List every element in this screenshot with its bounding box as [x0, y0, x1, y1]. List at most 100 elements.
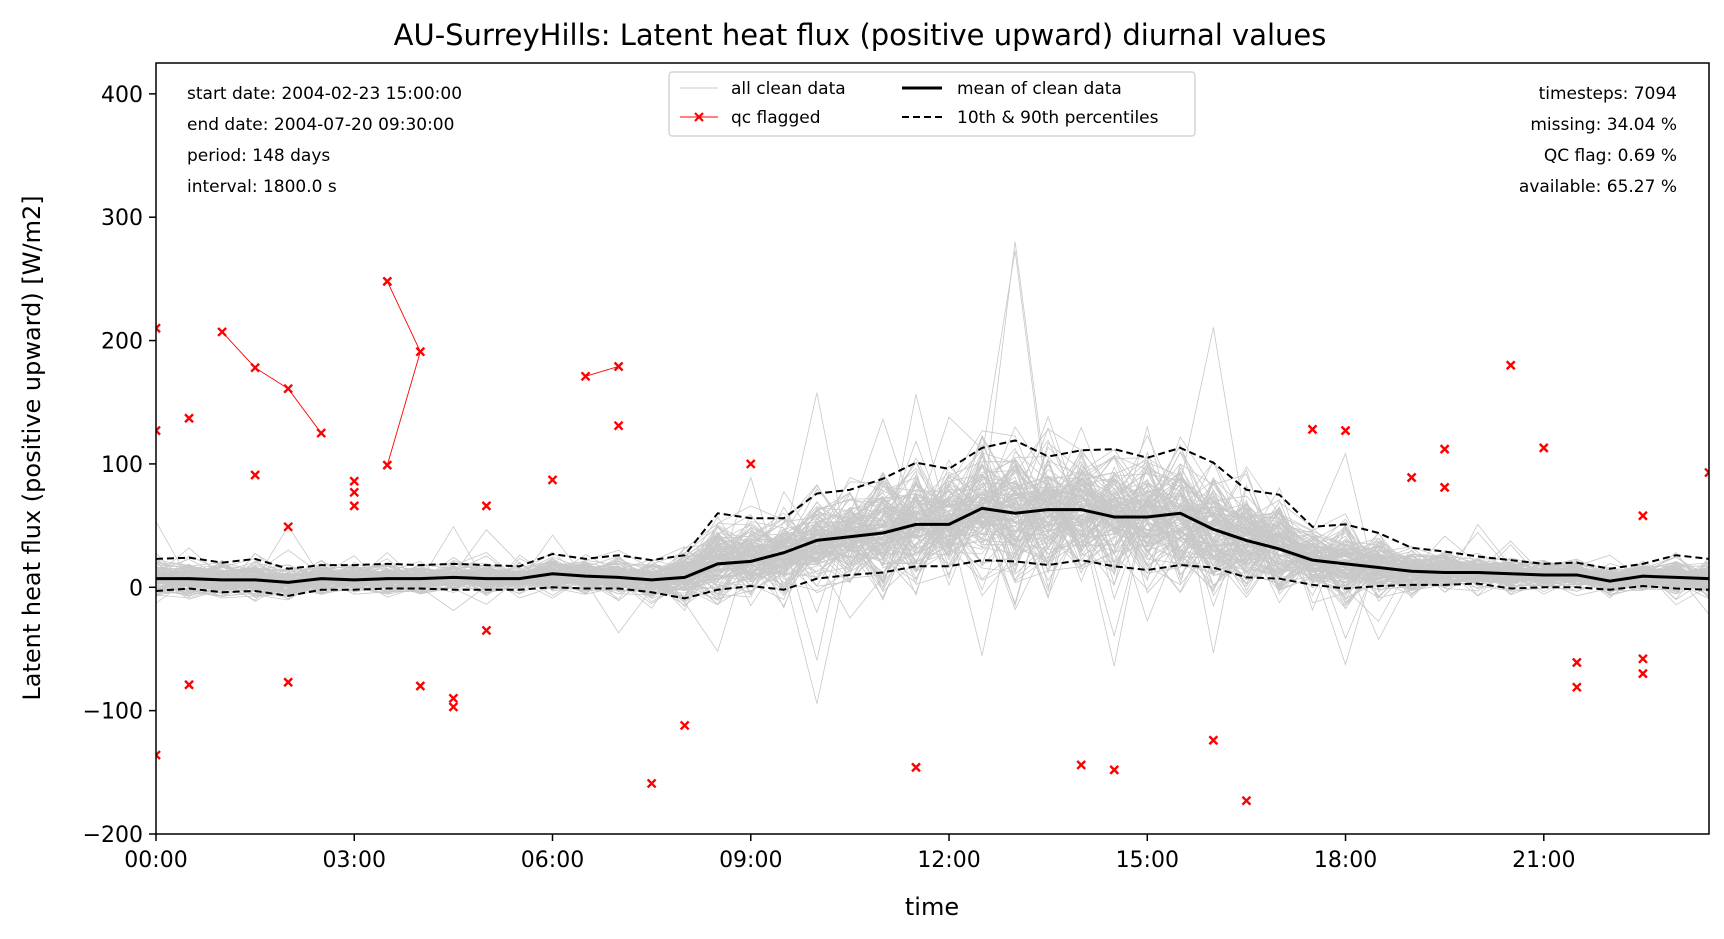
y-axis-ticks: −200 −100 0 100 200 300 400 [83, 83, 156, 848]
percentile-90-line [156, 439, 1709, 570]
clean-trace [156, 449, 1709, 661]
info-left: start date: 2004-02-23 15:00:00 end date… [187, 84, 462, 197]
x-tick-label: 18:00 [1314, 848, 1377, 873]
qc-point [745, 459, 756, 469]
qc-point [646, 778, 657, 789]
qc-point [156, 750, 161, 760]
x-tick-label: 15:00 [1116, 848, 1179, 873]
clean-trace [156, 450, 1709, 594]
qc-point [679, 720, 690, 731]
qc-flagged-lines [221, 281, 619, 466]
qc-point [1638, 668, 1648, 679]
y-tick-label: 300 [101, 206, 143, 231]
qc-point [448, 702, 459, 712]
legend-label-qc: qc flagged [731, 108, 821, 128]
qc-point [415, 681, 426, 691]
x-axis-label: time [905, 893, 959, 921]
legend-label-percentile: 10th & 90th percentiles [957, 108, 1159, 128]
legend-box [668, 71, 1196, 137]
info-missing: missing: 34.04 % [1530, 115, 1677, 135]
info-timesteps: timesteps: 7094 [1539, 84, 1677, 104]
qc-point [250, 362, 260, 373]
clean-trace [156, 485, 1709, 596]
qc-point [1406, 472, 1417, 483]
qc-point [1571, 682, 1582, 693]
qc-point [382, 460, 393, 471]
qc-point [250, 470, 260, 480]
info-end-date: end date: 2004-07-20 09:30:00 [187, 115, 454, 135]
y-tick-label: 0 [129, 576, 143, 601]
qc-point [1109, 765, 1120, 775]
x-tick-label: 21:00 [1512, 848, 1575, 873]
qc-point [481, 625, 492, 636]
qc-point [184, 679, 194, 690]
x-tick-label: 06:00 [521, 848, 584, 873]
qc-point [1307, 424, 1318, 435]
x-tick-label: 09:00 [719, 848, 782, 873]
legend: all clean data mean of clean data qc fla… [668, 71, 1196, 137]
percentile-lines [156, 439, 1709, 600]
plot-frame [155, 62, 1710, 835]
y-tick-label: 200 [101, 330, 143, 355]
qc-point [156, 323, 161, 334]
qc-point [382, 276, 393, 287]
qc-point [1538, 443, 1549, 453]
qc-point [911, 762, 921, 773]
x-tick-label: 00:00 [124, 848, 187, 873]
x-tick-label: 12:00 [917, 848, 980, 873]
qc-point [1241, 795, 1252, 806]
info-right: timesteps: 7094 missing: 34.04 % QC flag… [1519, 84, 1677, 197]
info-start-date: start date: 2004-02-23 15:00:00 [187, 84, 462, 104]
qc-point [1505, 360, 1516, 371]
qc-point [217, 327, 227, 337]
mean-line-group [156, 506, 1709, 584]
qc-point [349, 487, 360, 498]
qc-point [1340, 425, 1351, 436]
qc-segment [585, 366, 619, 377]
qc-point [1638, 653, 1648, 664]
y-tick-label: −200 [83, 823, 143, 848]
mean-line [156, 506, 1709, 584]
qc-point [1638, 510, 1648, 521]
info-available: available: 65.27 % [1519, 177, 1677, 197]
qc-point [349, 501, 360, 511]
qc-point [547, 475, 558, 485]
info-qc-flag: QC flag: 0.69 % [1544, 146, 1677, 166]
qc-point [349, 476, 360, 487]
qc-segment [386, 281, 421, 466]
qc-point [156, 425, 161, 436]
x-tick-label: 03:00 [323, 848, 386, 873]
qc-point [1704, 467, 1709, 478]
qc-point [1439, 482, 1450, 493]
chart-title: AU-SurreyHills: Latent heat flux (positi… [394, 18, 1327, 52]
info-period: period: 148 days [187, 146, 330, 166]
qc-point [580, 371, 591, 382]
qc-segment [221, 331, 322, 434]
qc-point [1076, 760, 1087, 770]
y-tick-label: 400 [101, 83, 143, 108]
qc-point [1208, 735, 1219, 746]
x-axis-ticks: 00:00 03:00 06:00 09:00 12:00 15:00 18:00 21:00 [124, 834, 1575, 873]
qc-point [283, 521, 294, 532]
clean-trace [156, 452, 1709, 596]
clean-trace [156, 445, 1709, 602]
qc-point [283, 677, 294, 688]
legend-swatch-qc-marker [694, 112, 704, 122]
clean-data-lines [156, 241, 1709, 704]
qc-flagged-points [156, 276, 1709, 806]
clean-trace [156, 472, 1709, 607]
legend-label-mean: mean of clean data [957, 79, 1122, 99]
qc-point [1439, 444, 1450, 454]
qc-point [316, 428, 327, 438]
clean-trace [156, 472, 1709, 596]
info-interval: interval: 1800.0 s [187, 177, 337, 197]
percentile-10-line [156, 559, 1709, 600]
y-tick-label: −100 [83, 700, 143, 725]
qc-point [1571, 657, 1582, 668]
qc-point [613, 420, 624, 431]
qc-point [481, 501, 492, 511]
legend-label-clean: all clean data [731, 79, 846, 99]
qc-point [613, 361, 624, 372]
qc-point [415, 346, 426, 357]
